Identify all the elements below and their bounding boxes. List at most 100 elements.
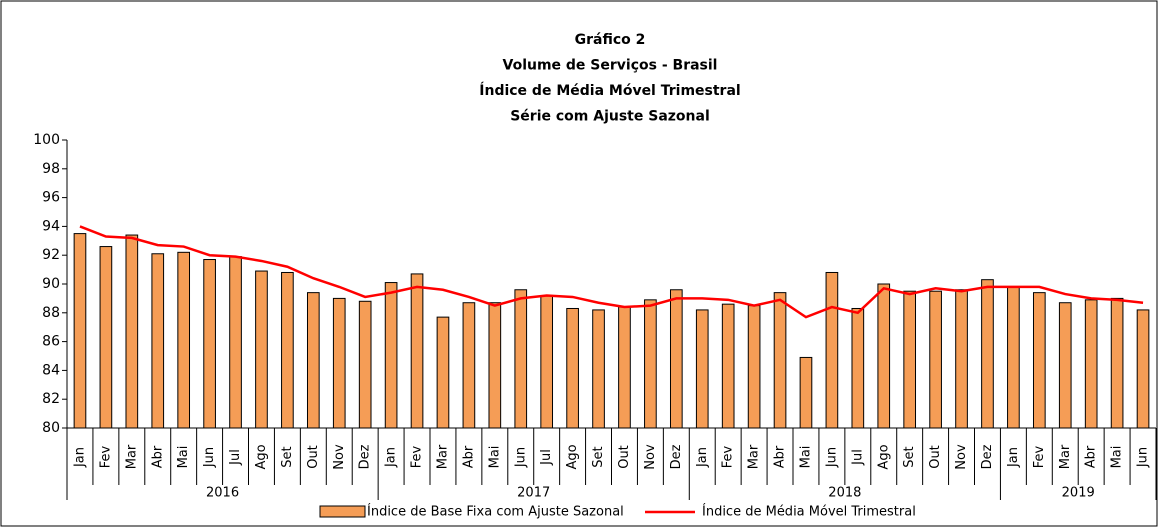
x-tick-label: Jan xyxy=(695,447,710,468)
legend-swatch xyxy=(319,505,366,518)
x-tick-label: Jul xyxy=(539,449,554,466)
x-tick-label: Dez xyxy=(980,444,995,469)
bar xyxy=(1058,302,1072,429)
year-label: 2018 xyxy=(828,486,861,501)
bar xyxy=(981,279,994,429)
bar xyxy=(436,316,450,429)
bar xyxy=(229,256,242,429)
bar xyxy=(955,289,968,429)
bar xyxy=(799,356,813,429)
legend-label: Índice de Média Móvel Trimestral xyxy=(702,504,916,520)
bar xyxy=(281,271,294,429)
x-tick-label: Jul xyxy=(228,449,243,466)
x-tick-label: Jun xyxy=(513,447,528,468)
x-tick-label: Mai xyxy=(176,446,191,469)
x-tick-label: Abr xyxy=(773,445,788,468)
x-tick-label: Nov xyxy=(332,444,347,470)
x-tick-label: Dez xyxy=(669,444,684,469)
bar xyxy=(721,303,735,429)
y-tick-label: 92 xyxy=(42,247,60,263)
y-tick-label: 84 xyxy=(42,362,60,378)
x-tick-label: Dez xyxy=(358,444,373,469)
x-tick-label: Jun xyxy=(824,447,839,468)
bar xyxy=(332,297,346,429)
x-tick-label: Mar xyxy=(747,444,762,469)
x-tick-label: Fev xyxy=(410,445,425,468)
bar xyxy=(592,309,605,429)
bar xyxy=(1136,309,1150,429)
bar xyxy=(747,305,761,429)
x-tick-label: Ago xyxy=(254,444,269,469)
y-tick-label: 88 xyxy=(42,305,60,321)
bar xyxy=(514,289,528,429)
year-label: 2019 xyxy=(1062,486,1095,501)
x-tick-label: Abr xyxy=(150,445,165,468)
x-tick-label: Ago xyxy=(876,444,891,469)
x-tick-label: Fev xyxy=(98,445,113,468)
bar xyxy=(773,292,787,429)
x-tick-label: Set xyxy=(591,446,606,467)
legend-label: Índice de Base Fixa com Ajuste Sazonal xyxy=(367,504,624,520)
chart-title: Volume de Serviços - Brasil xyxy=(503,58,718,74)
y-tick-label: 94 xyxy=(42,218,60,234)
chart-title: Série com Ajuste Sazonal xyxy=(510,109,710,125)
x-tick-label: Out xyxy=(928,445,943,469)
x-tick-label: Jul xyxy=(850,449,865,466)
x-tick-label: Abr xyxy=(1084,445,1099,468)
x-tick-label: Nov xyxy=(643,444,658,470)
y-tick-label: 96 xyxy=(42,190,60,206)
bar xyxy=(384,282,398,429)
bar xyxy=(540,295,554,429)
x-tick-label: Nov xyxy=(954,444,969,470)
bar xyxy=(669,289,683,429)
x-tick-label: Mar xyxy=(1058,444,1073,469)
x-tick-label: Abr xyxy=(461,445,476,468)
bar xyxy=(903,290,917,429)
y-tick-label: 100 xyxy=(33,132,60,148)
y-tick-label: 86 xyxy=(42,334,60,350)
x-tick-label: Fev xyxy=(721,445,736,468)
y-tick-label: 98 xyxy=(42,161,60,177)
y-tick-label: 82 xyxy=(42,391,60,407)
x-tick-label: Jan xyxy=(72,447,87,468)
bar xyxy=(1110,297,1124,429)
bar xyxy=(851,307,865,429)
x-tick-label: Jan xyxy=(384,447,399,468)
x-tick-label: Mai xyxy=(1110,446,1125,469)
bar xyxy=(618,306,631,429)
y-tick-label: 80 xyxy=(42,420,60,436)
bar xyxy=(462,302,476,429)
x-tick-label: Jan xyxy=(1006,447,1021,468)
bar xyxy=(877,283,891,429)
chart-title: Gráfico 2 xyxy=(575,32,646,48)
x-tick-label: Ago xyxy=(565,444,580,469)
x-tick-label: Set xyxy=(280,446,295,467)
y-tick-label: 90 xyxy=(42,276,60,292)
bar xyxy=(644,299,657,429)
x-tick-label: Jun xyxy=(1136,447,1151,468)
bar xyxy=(306,292,320,429)
x-tick-label: Mai xyxy=(487,446,502,469)
bar xyxy=(99,246,113,429)
line xyxy=(79,225,1144,319)
bar xyxy=(255,270,268,429)
x-tick-label: Jun xyxy=(202,447,217,468)
bar xyxy=(488,302,502,429)
bar xyxy=(73,233,87,429)
x-tick-label: Out xyxy=(617,445,632,469)
bar xyxy=(1007,286,1020,429)
x-tick-label: Set xyxy=(902,446,917,467)
x-tick-label: Out xyxy=(306,445,321,469)
year-label: 2017 xyxy=(517,486,550,501)
bar xyxy=(1032,292,1046,429)
bar xyxy=(695,309,709,429)
bar xyxy=(203,259,216,429)
bar xyxy=(1084,299,1098,429)
x-tick-label: Mar xyxy=(124,444,139,469)
bar xyxy=(825,271,839,429)
bar xyxy=(177,251,191,429)
bar xyxy=(151,253,165,429)
chart-title: Índice de Média Móvel Trimestral xyxy=(479,82,740,99)
